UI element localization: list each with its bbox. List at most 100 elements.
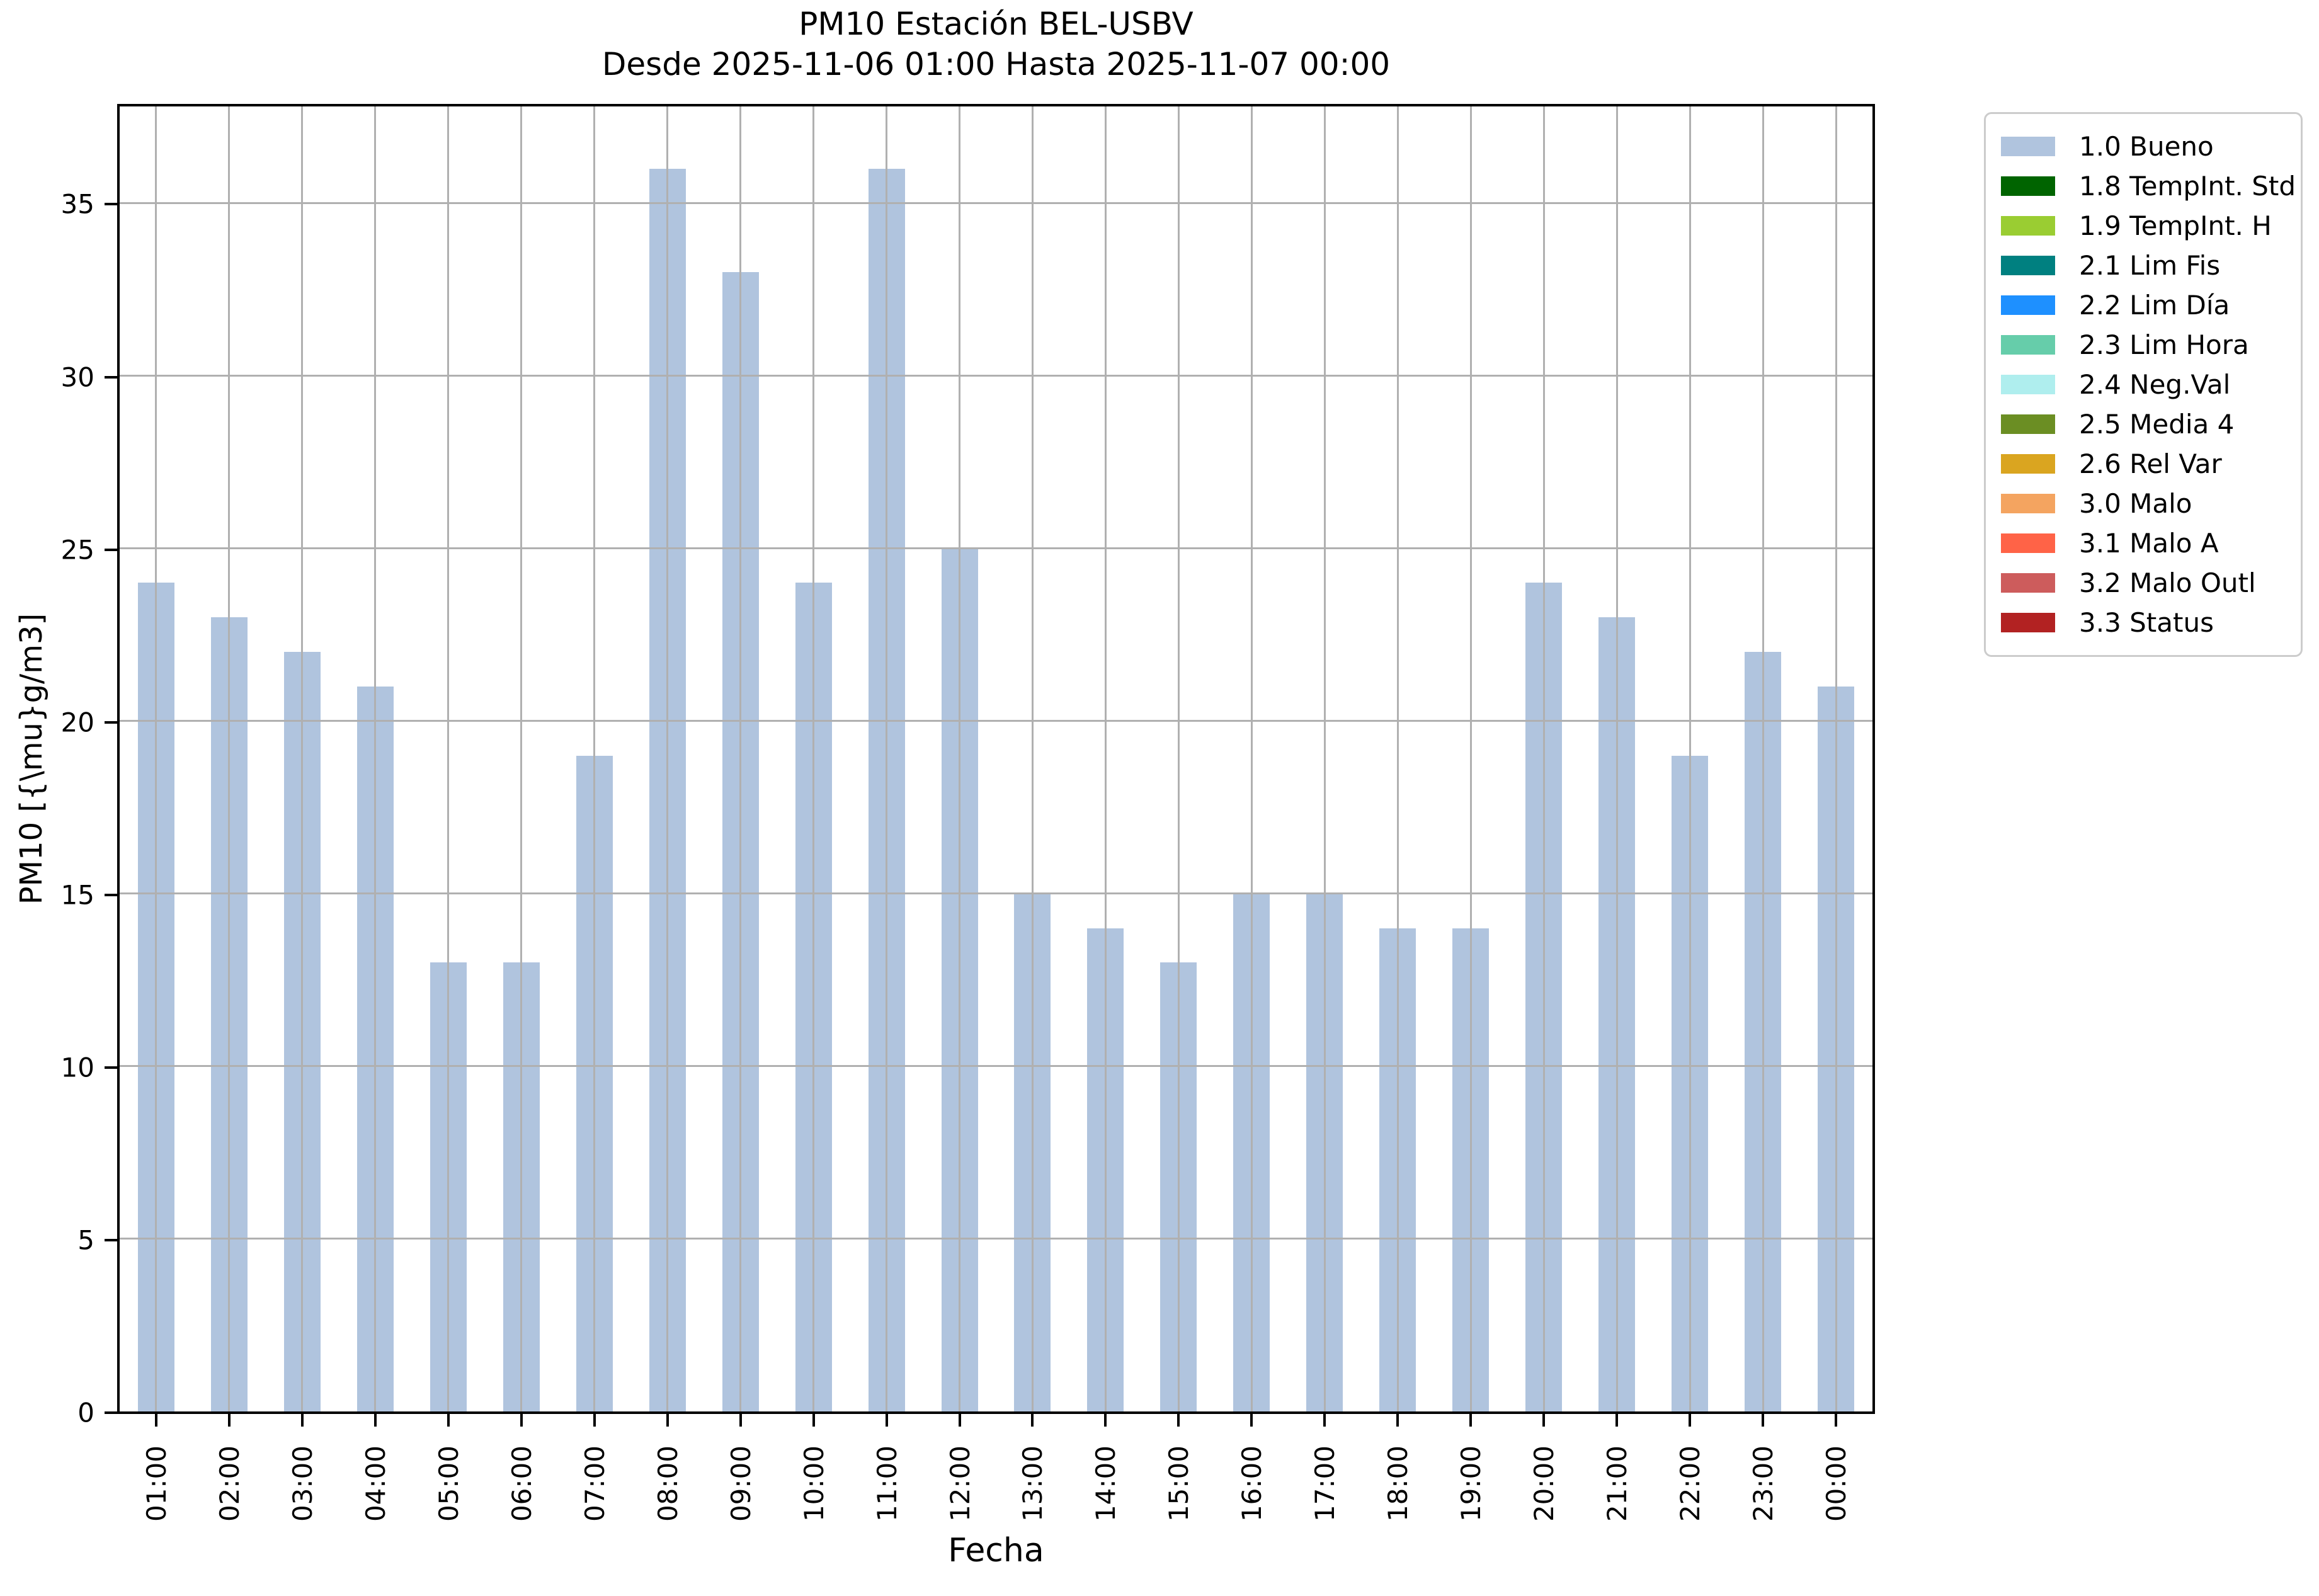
legend-swatch — [2001, 494, 2055, 513]
vertical-gridline — [666, 106, 669, 1411]
x-tick — [666, 1414, 669, 1427]
x-tick-label: 16:00 — [1236, 1445, 1268, 1522]
legend-item: 2.4 Neg.Val — [2001, 365, 2286, 404]
horizontal-gridline — [120, 375, 1872, 377]
legend-item: 3.0 Malo — [2001, 484, 2286, 523]
x-tick — [1323, 1414, 1326, 1427]
vertical-gridline — [1396, 106, 1399, 1411]
x-tick — [1542, 1414, 1546, 1427]
x-tick-label: 10:00 — [798, 1445, 829, 1522]
x-tick-label: 08:00 — [652, 1445, 683, 1522]
vertical-gridline — [959, 106, 961, 1411]
plot-area — [117, 104, 1875, 1414]
x-tick — [1250, 1414, 1253, 1427]
vertical-gridline — [1469, 106, 1472, 1411]
legend-item: 3.3 Status — [2001, 603, 2286, 642]
x-tick — [1396, 1414, 1399, 1427]
legend-item-label: 2.2 Lim Día — [2079, 290, 2230, 321]
legend-item-label: 3.0 Malo — [2079, 488, 2192, 519]
x-tick — [885, 1414, 888, 1427]
vertical-gridline — [1542, 106, 1545, 1411]
legend-item-label: 2.6 Rel Var — [2079, 448, 2222, 479]
vertical-gridline — [593, 106, 596, 1411]
legend-swatch — [2001, 454, 2055, 474]
x-tick-label: 14:00 — [1090, 1445, 1122, 1522]
vertical-gridline — [520, 106, 523, 1411]
x-tick-label: 06:00 — [506, 1445, 537, 1522]
x-tick — [1762, 1414, 1765, 1427]
x-tick-label: 15:00 — [1163, 1445, 1195, 1522]
legend-item: 2.2 Lim Día — [2001, 285, 2286, 325]
vertical-gridline — [1177, 106, 1180, 1411]
vertical-gridline — [1031, 106, 1034, 1411]
vertical-gridline — [812, 106, 815, 1411]
x-tick-label: 01:00 — [140, 1445, 172, 1522]
x-tick — [1615, 1414, 1619, 1427]
legend-item-label: 2.4 Neg.Val — [2079, 369, 2231, 400]
y-axis-label: PM10 [{\mu}g/m3] — [14, 613, 49, 905]
vertical-gridline — [374, 106, 377, 1411]
legend-swatch — [2001, 176, 2055, 196]
x-axis-label: Fecha — [948, 1532, 1044, 1570]
y-tick — [105, 893, 117, 896]
horizontal-gridline — [120, 547, 1872, 550]
y-tick-label: 10 — [60, 1052, 94, 1083]
x-tick-label: 07:00 — [579, 1445, 610, 1522]
legend-swatch — [2001, 295, 2055, 315]
horizontal-gridline — [120, 720, 1872, 722]
y-tick — [105, 721, 117, 724]
legend-item-label: 2.3 Lim Hora — [2079, 329, 2249, 360]
vertical-gridline — [1250, 106, 1253, 1411]
legend: 1.0 Bueno 1.8 TempInt. Std 1.9 TempInt. H 2… — [1984, 112, 2303, 657]
vertical-gridline — [1615, 106, 1618, 1411]
x-tick-label: 23:00 — [1748, 1445, 1779, 1522]
legend-swatch — [2001, 613, 2055, 632]
legend-item: 1.8 TempInt. Std — [2001, 166, 2296, 206]
y-tick — [105, 203, 117, 206]
legend-item-label: 2.5 Media 4 — [2079, 409, 2235, 440]
legend-item: 3.2 Malo Outl — [2001, 563, 2286, 603]
x-tick-label: 04:00 — [360, 1445, 391, 1522]
y-tick-label: 35 — [60, 188, 94, 220]
y-tick-label: 30 — [60, 362, 94, 393]
y-tick — [105, 1238, 117, 1241]
y-tick — [105, 548, 117, 551]
legend-swatch — [2001, 414, 2055, 434]
x-tick — [154, 1414, 157, 1427]
x-tick — [373, 1414, 377, 1427]
x-tick-label: 00:00 — [1821, 1445, 1852, 1522]
legend-swatch — [2001, 335, 2055, 355]
chart-title-line2: Desde 2025-11-06 01:00 Hasta 2025-11-07 … — [601, 46, 1391, 83]
y-tick-label: 15 — [60, 879, 94, 911]
x-tick-label: 03:00 — [287, 1445, 318, 1522]
vertical-gridline — [886, 106, 888, 1411]
vertical-gridline — [1104, 106, 1107, 1411]
vertical-gridline — [155, 106, 157, 1411]
legend-swatch — [2001, 256, 2055, 275]
x-tick-label: 12:00 — [944, 1445, 976, 1522]
legend-swatch — [2001, 216, 2055, 236]
x-tick — [1469, 1414, 1473, 1427]
legend-item-label: 3.3 Status — [2079, 607, 2214, 638]
x-tick — [1689, 1414, 1692, 1427]
x-tick — [812, 1414, 815, 1427]
chart-title-line1: PM10 Estación BEL-USBV — [799, 6, 1194, 42]
x-tick — [227, 1414, 231, 1427]
chart-title: PM10 Estación BEL-USBV Desde 2025-11-06 … — [117, 4, 1875, 84]
legend-item: 2.3 Lim Hora — [2001, 325, 2286, 365]
x-tick-label: 09:00 — [725, 1445, 756, 1522]
vertical-gridline — [301, 106, 304, 1411]
horizontal-gridline — [120, 202, 1872, 204]
x-tick-label: 02:00 — [214, 1445, 245, 1522]
x-tick-label: 11:00 — [871, 1445, 903, 1522]
y-tick-label: 0 — [77, 1397, 94, 1428]
x-tick-label: 20:00 — [1529, 1445, 1560, 1522]
x-tick-label: 17:00 — [1309, 1445, 1341, 1522]
x-tick — [593, 1414, 596, 1427]
x-tick-label: 19:00 — [1456, 1445, 1487, 1522]
x-tick-label: 18:00 — [1382, 1445, 1414, 1522]
vertical-gridline — [228, 106, 231, 1411]
x-tick — [1031, 1414, 1034, 1427]
x-tick — [300, 1414, 304, 1427]
